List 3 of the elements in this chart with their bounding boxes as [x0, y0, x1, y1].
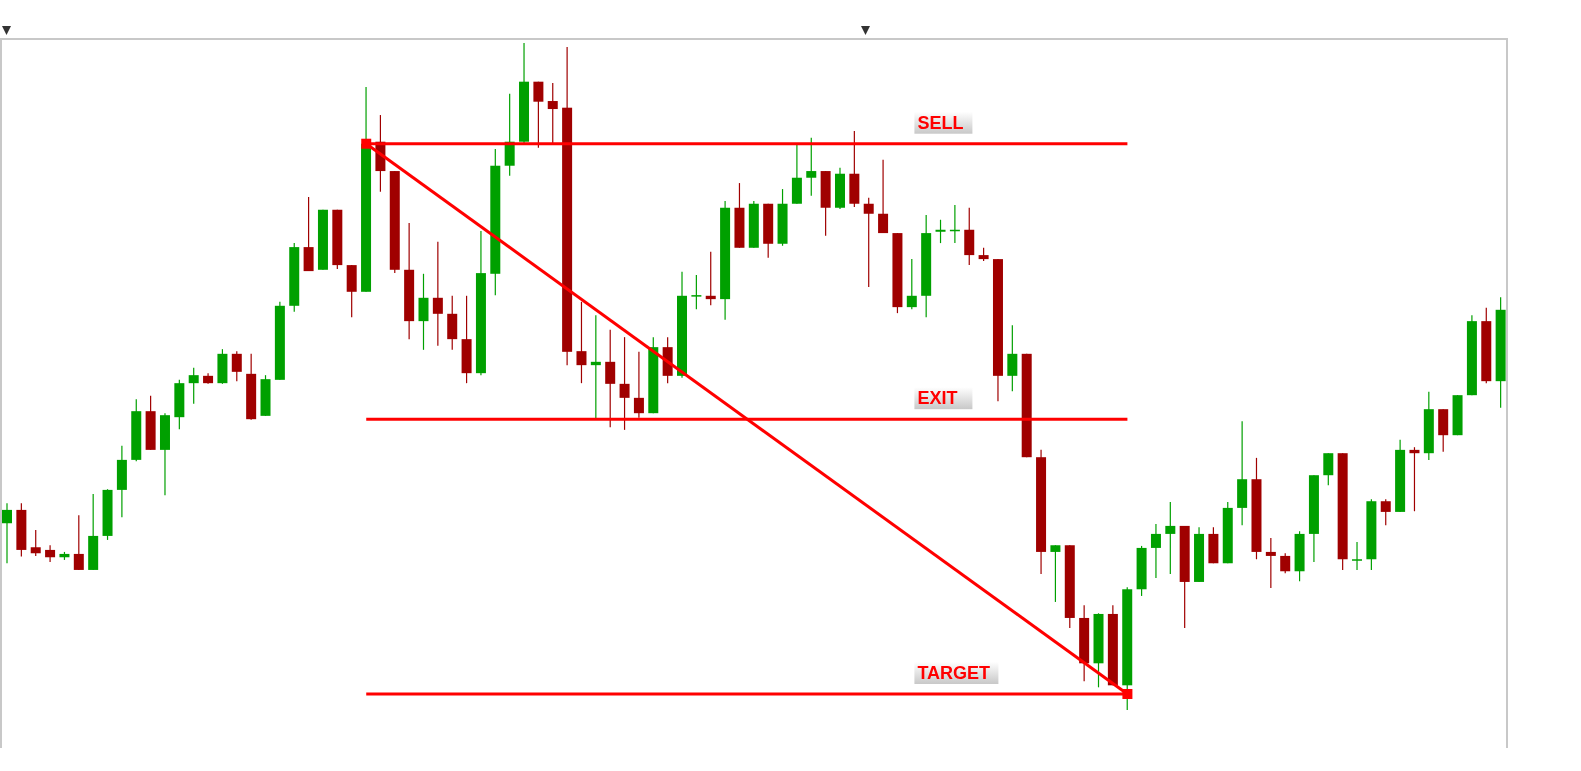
series-label: SELL — [917, 112, 964, 133]
series-label: EXIT — [917, 388, 958, 409]
series-label: TARGET — [917, 662, 991, 683]
